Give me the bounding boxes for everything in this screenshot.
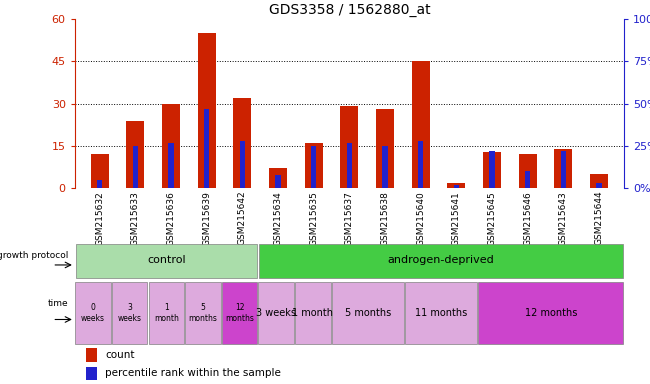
- Bar: [133, 146, 138, 188]
- Text: 12
months: 12 months: [225, 303, 254, 323]
- Bar: [240, 141, 245, 188]
- Text: GSM215643: GSM215643: [559, 191, 568, 245]
- Text: 5
months: 5 months: [188, 303, 217, 323]
- Bar: [561, 151, 566, 188]
- Text: 12 months: 12 months: [525, 308, 577, 318]
- Text: GSM215635: GSM215635: [309, 191, 318, 246]
- Text: GSM215637: GSM215637: [345, 191, 354, 246]
- Bar: [554, 149, 572, 188]
- Bar: [233, 98, 252, 188]
- Bar: [162, 104, 180, 188]
- Text: GSM215640: GSM215640: [416, 191, 425, 245]
- Bar: [418, 141, 423, 188]
- Text: 3
weeks: 3 weeks: [118, 303, 142, 323]
- Text: GSM215644: GSM215644: [595, 191, 604, 245]
- Bar: [76, 244, 257, 278]
- Text: GSM215632: GSM215632: [95, 191, 104, 245]
- Bar: [269, 169, 287, 188]
- Bar: [259, 282, 294, 344]
- Bar: [332, 282, 404, 344]
- Text: 3 weeks: 3 weeks: [256, 308, 296, 318]
- Bar: [596, 183, 602, 188]
- Bar: [222, 282, 257, 344]
- Text: GSM215633: GSM215633: [131, 191, 140, 246]
- Bar: [519, 154, 537, 188]
- Bar: [346, 142, 352, 188]
- Bar: [204, 109, 209, 188]
- Text: GSM215642: GSM215642: [238, 191, 247, 245]
- Bar: [75, 282, 110, 344]
- Bar: [149, 282, 184, 344]
- Bar: [295, 282, 330, 344]
- Bar: [86, 348, 97, 362]
- Bar: [412, 61, 430, 188]
- Text: GSM215646: GSM215646: [523, 191, 532, 245]
- Bar: [405, 282, 477, 344]
- Bar: [478, 282, 623, 344]
- Bar: [376, 109, 394, 188]
- Bar: [276, 175, 281, 188]
- Bar: [305, 143, 322, 188]
- Text: time: time: [48, 299, 69, 308]
- Text: percentile rank within the sample: percentile rank within the sample: [105, 368, 281, 378]
- Bar: [86, 367, 97, 380]
- Text: GSM215639: GSM215639: [202, 191, 211, 246]
- Text: GSM215645: GSM215645: [488, 191, 497, 245]
- Title: GDS3358 / 1562880_at: GDS3358 / 1562880_at: [268, 3, 430, 17]
- Bar: [112, 282, 148, 344]
- Text: 0
weeks: 0 weeks: [81, 303, 105, 323]
- Bar: [185, 282, 220, 344]
- Text: 1
month: 1 month: [154, 303, 179, 323]
- Bar: [91, 154, 109, 188]
- Text: GSM215638: GSM215638: [380, 191, 389, 246]
- Bar: [489, 151, 495, 188]
- Text: androgen-deprived: androgen-deprived: [387, 255, 494, 265]
- Bar: [382, 146, 387, 188]
- Text: GSM215641: GSM215641: [452, 191, 461, 245]
- Text: growth protocol: growth protocol: [0, 251, 69, 260]
- Bar: [590, 174, 608, 188]
- Text: 1 month: 1 month: [292, 308, 333, 318]
- Bar: [447, 182, 465, 188]
- Bar: [311, 146, 317, 188]
- Text: GSM215636: GSM215636: [166, 191, 176, 246]
- Bar: [454, 185, 459, 188]
- Bar: [97, 180, 103, 188]
- Bar: [127, 121, 144, 188]
- Bar: [341, 106, 358, 188]
- Text: control: control: [147, 255, 186, 265]
- Bar: [198, 33, 216, 188]
- Bar: [168, 142, 174, 188]
- Text: 5 months: 5 months: [344, 308, 391, 318]
- Text: count: count: [105, 350, 135, 360]
- Text: 11 months: 11 months: [415, 308, 467, 318]
- Bar: [259, 244, 623, 278]
- Bar: [525, 171, 530, 188]
- Bar: [483, 152, 501, 188]
- Text: GSM215634: GSM215634: [274, 191, 283, 245]
